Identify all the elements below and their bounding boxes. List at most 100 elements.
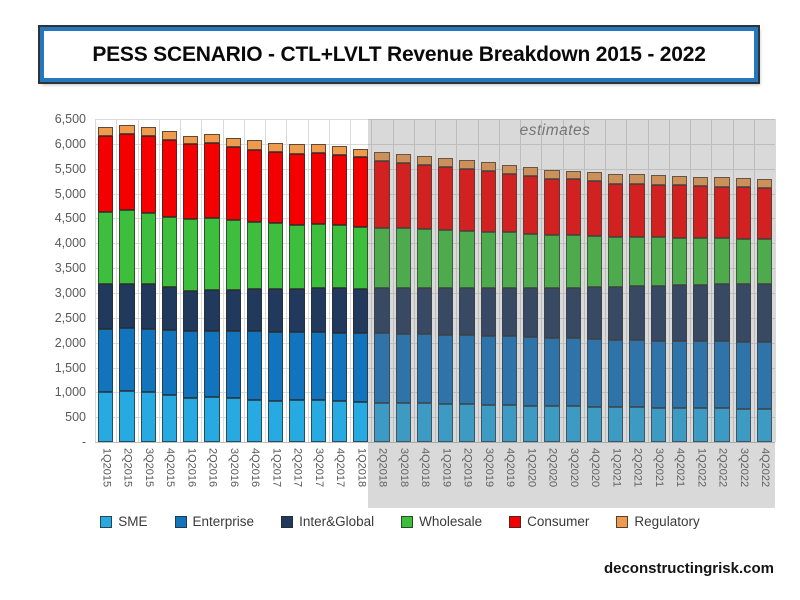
x-axis-tick-label: 2Q2020 [546,448,559,488]
bar-segment-enterprise-2q2021 [629,340,645,408]
bar-segment-wholesale-4q2015 [161,217,177,287]
x-axis-tick-label: 1Q2018 [355,448,368,488]
bar-segment-consumer-3q2017 [310,152,326,225]
x-axis-tick-label: 1Q2017 [270,448,283,488]
bar-segment-enterprise-4q2015 [161,329,177,395]
bar-segment-consumer-3q2022 [735,186,751,240]
gridline [222,119,224,442]
bar-segment-inter-global-4q2021 [671,285,687,341]
bar-segment-regulatory-2q2018 [374,151,390,161]
bar-segment-wholesale-1q2020 [523,234,539,288]
bar-segment-sme-4q2019 [501,405,517,442]
bar-segment-inter-global-4q2019 [501,288,517,337]
bar-segment-inter-global-4q2022 [756,283,772,342]
gridline [690,119,691,442]
bar-segment-wholesale-1q2016 [183,219,199,291]
bar-segment-sme-3q2022 [735,408,751,442]
bar-segment-wholesale-4q2021 [671,238,687,286]
bar-segment-regulatory-4q2017 [331,145,347,155]
bar-segment-inter-global-1q2016 [183,290,199,331]
title-box: PESS SCENARIO - CTL+LVLT Revenue Breakdo… [40,27,758,82]
gridline [753,119,755,442]
bar-segment-regulatory-3q2021 [650,174,666,185]
bar-segment-enterprise-4q2017 [331,332,347,402]
bar-segment-sme-1q2016 [183,397,199,442]
bar-segment-regulatory-4q2016 [246,139,262,150]
bar-segment-inter-global-1q2017 [268,288,284,333]
bar-segment-consumer-1q2017 [268,151,284,224]
bar-segment-wholesale-3q2018 [395,228,411,289]
bar-segment-inter-global-2q2022 [714,284,730,342]
bar-segment-enterprise-4q2020 [586,338,602,407]
bar-segment-inter-global-3q2018 [395,288,411,334]
bar-segment-inter-global-4q2020 [586,287,602,339]
y-axis-tick-label: 4,500 [54,211,86,226]
bar-segment-sme-1q2020 [523,405,539,442]
bar-segment-inter-global-3q2019 [480,288,496,336]
legend-item-inter-global: Inter&Global [281,514,374,529]
bar-segment-wholesale-4q2022 [756,239,772,284]
bar-segment-consumer-4q2018 [416,164,432,230]
x-axis-tick-label: 3Q2021 [652,448,665,488]
gridline [265,119,266,442]
x-axis-tick-label: 2Q2021 [631,448,644,488]
bar-segment-consumer-3q2015 [140,135,156,214]
bar-segment-consumer-4q2021 [671,184,687,239]
gridline [328,119,330,442]
legend-swatch-icon [509,515,522,528]
bar-segment-regulatory-1q2022 [693,176,709,186]
bar-segment-inter-global-2q2016 [204,289,220,331]
bar-segment-regulatory-3q2017 [310,143,326,153]
gridline [520,119,521,442]
bar-segment-regulatory-3q2022 [735,178,751,187]
bar-segment-inter-global-3q2020 [565,287,581,339]
x-axis-tick-label: 3Q2018 [397,448,410,488]
bar-segment-sme-1q2019 [438,403,454,442]
bar-segment-sme-4q2017 [331,401,347,442]
chart-title: PESS SCENARIO - CTL+LVLT Revenue Breakdo… [92,42,706,66]
bar-segment-wholesale-1q2018 [353,227,369,289]
bar-segment-wholesale-3q2020 [565,235,581,288]
bar-segment-wholesale-3q2016 [225,220,241,290]
bar-segment-consumer-4q2020 [586,180,602,237]
bar-segment-regulatory-2q2021 [629,174,645,184]
bar-segment-regulatory-3q2019 [480,162,496,171]
bar-segment-regulatory-3q2018 [395,154,411,163]
watermark-text: deconstructingrisk.com [603,560,774,577]
bar-segment-inter-global-2q2020 [544,287,560,338]
legend-label: Enterprise [192,514,255,529]
gridline [498,119,500,442]
bar-segment-inter-global-4q2018 [416,288,432,335]
bar-segment-consumer-1q2018 [353,156,369,228]
bar-segment-regulatory-3q2015 [140,126,156,136]
bar-segment-consumer-2q2016 [204,142,220,219]
y-axis-tick-label: 500 [65,410,86,425]
bar-segment-consumer-3q2018 [395,162,411,229]
bar-segment-enterprise-2q2017 [289,332,305,401]
bar-segment-inter-global-3q2016 [225,289,241,332]
bar-segment-consumer-2q2022 [714,186,730,239]
bar-segment-sme-3q2021 [650,407,666,442]
bar-segment-enterprise-3q2017 [310,331,326,400]
bar-segment-enterprise-3q2018 [395,333,411,404]
y-axis-tick-label: 5,500 [54,161,86,176]
bar-segment-wholesale-1q2022 [693,238,709,285]
bar-segment-regulatory-1q2018 [353,148,369,157]
bar-segment-sme-4q2016 [246,399,262,442]
bar-segment-sme-1q2021 [608,407,624,442]
bar-segment-regulatory-3q2016 [225,137,241,147]
y-axis-tick-label: 5,000 [54,186,86,201]
bar-segment-consumer-2q2017 [289,153,305,226]
legend-label: Consumer [527,514,590,529]
gridline [477,119,479,442]
gridline [243,119,245,442]
estimates-region [368,119,775,508]
bar-segment-enterprise-1q2020 [523,337,539,406]
x-axis-tick-label: 3Q2017 [312,448,325,488]
bar-segment-regulatory-2q2015 [119,125,135,134]
x-axis-tick-label: 1Q2022 [695,448,708,488]
bar-segment-regulatory-2q2020 [544,169,560,179]
bar-segment-sme-2q2020 [544,406,560,442]
bar-segment-inter-global-2q2021 [629,286,645,341]
